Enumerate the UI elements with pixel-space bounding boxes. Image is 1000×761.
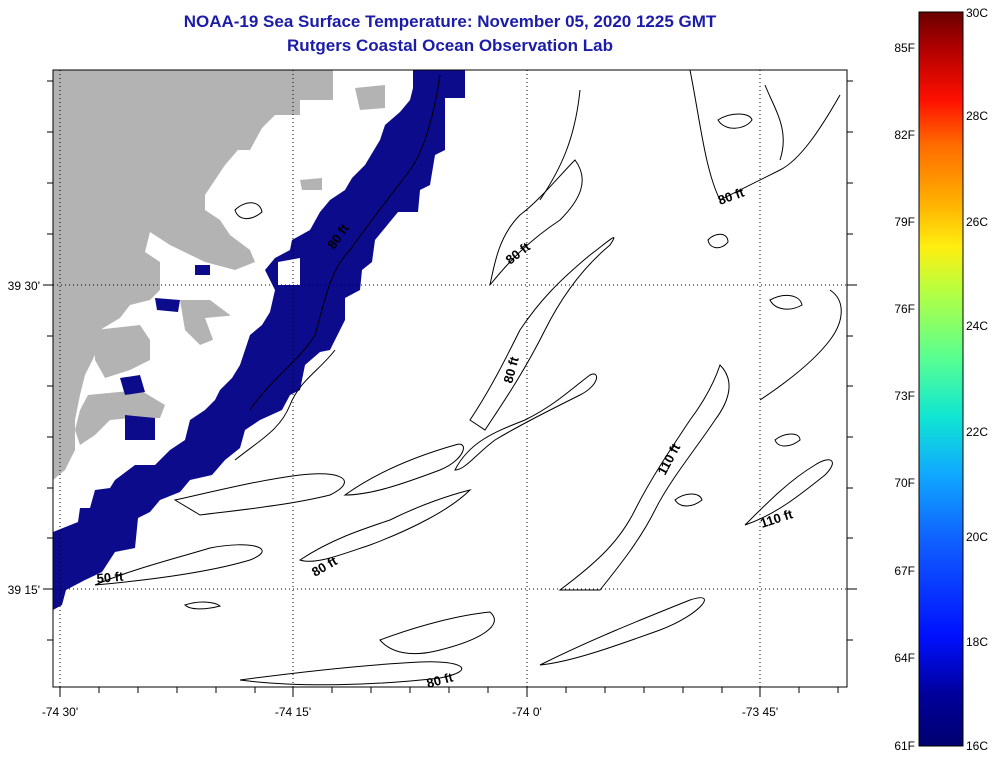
depth-contours	[94, 70, 842, 686]
colorbar-fahrenheit-labels: 85F 82F 79F 76F 73F 70F 67F 64F 61F	[894, 41, 915, 753]
depth-label: 80 ft	[425, 669, 455, 691]
cold-water-band	[125, 415, 155, 440]
colorbar-c-label: 22C	[966, 425, 988, 439]
colorbar-celsius-labels: 30C 28C 26C 24C 22C 20C 18C 16C	[966, 6, 988, 753]
colorbar-f-label: 85F	[894, 41, 915, 55]
map-subtitle: Rutgers Coastal Ocean Observation Lab	[287, 36, 613, 55]
depth-label: 80 ft	[500, 354, 522, 384]
lat-label: 39 15'	[8, 583, 40, 597]
colorbar-f-label: 82F	[894, 128, 915, 142]
lat-label: 39 30'	[8, 279, 40, 293]
land-area	[355, 85, 385, 110]
lon-label: -74 15'	[275, 705, 311, 719]
colorbar-c-label: 16C	[966, 739, 988, 753]
map-border	[52, 69, 848, 688]
colorbar-f-label: 67F	[894, 564, 915, 578]
cloud-gap	[278, 258, 300, 285]
colorbar-f-label: 61F	[894, 739, 915, 753]
colorbar-c-label: 24C	[966, 319, 988, 333]
colorbar-c-label: 28C	[966, 109, 988, 123]
colorbar-c-label: 20C	[966, 530, 988, 544]
land-area	[53, 70, 333, 480]
lon-label: -74 0'	[512, 705, 542, 719]
cold-water-band	[155, 298, 180, 312]
land-area	[75, 390, 165, 445]
colorbar-c-label: 18C	[966, 635, 988, 649]
land-area	[95, 325, 150, 378]
axis-ticks	[43, 80, 857, 697]
land-area	[300, 178, 322, 190]
cold-water-band	[53, 70, 465, 610]
colorbar-f-label: 73F	[894, 389, 915, 403]
colorbar-f-label: 79F	[894, 215, 915, 229]
depth-label: 50 ft	[96, 569, 125, 586]
colorbar-f-label: 76F	[894, 302, 915, 316]
lon-label: -74 30'	[42, 705, 78, 719]
colorbar-c-label: 30C	[966, 6, 988, 20]
cloud-gap	[205, 315, 238, 345]
graticule	[53, 70, 847, 687]
colorbar-f-label: 70F	[894, 476, 915, 490]
cold-water-band	[120, 375, 145, 395]
colorbar-c-label: 26C	[966, 215, 988, 229]
cold-water-band	[195, 265, 210, 275]
colorbar-f-label: 64F	[894, 651, 915, 665]
map-title: NOAA-19 Sea Surface Temperature: Novembe…	[183, 12, 717, 31]
lon-label: -73 45'	[742, 705, 778, 719]
colorbar	[918, 11, 964, 747]
